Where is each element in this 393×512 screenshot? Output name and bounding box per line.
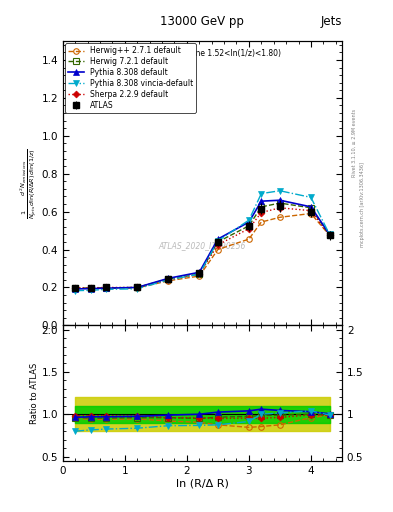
Pythia 8.308 default [197,269,202,275]
Pythia 8.308 vincia-default [166,277,171,283]
Pythia 8.308 vincia-default [104,286,108,292]
Herwig++ 2.7.1 default [135,285,140,291]
Herwig++ 2.7.1 default [104,285,108,291]
Herwig 7.2.1 default [246,223,251,229]
Herwig 7.2.1 default [88,285,93,291]
Herwig++ 2.7.1 default [259,219,264,225]
Herwig 7.2.1 default [215,239,220,245]
Y-axis label: Ratio to ATLAS: Ratio to ATLAS [29,362,39,424]
Pythia 8.308 default [259,198,264,204]
Sherpa 2.2.9 default [309,207,313,214]
Pythia 8.308 vincia-default [327,231,332,238]
Sherpa 2.2.9 default [277,205,282,211]
Pythia 8.308 vincia-default [135,286,140,292]
Herwig 7.2.1 default [135,284,140,290]
Pythia 8.308 default [135,284,140,290]
Pythia 8.308 vincia-default [215,238,220,244]
Sherpa 2.2.9 default [197,271,202,277]
Legend: Herwig++ 2.7.1 default, Herwig 7.2.1 default, Pythia 8.308 default, Pythia 8.308: Herwig++ 2.7.1 default, Herwig 7.2.1 def… [65,43,196,113]
Sherpa 2.2.9 default [215,242,220,248]
Herwig 7.2.1 default [104,285,108,291]
Herwig 7.2.1 default [259,204,264,210]
Pythia 8.308 vincia-default [197,271,202,277]
Pythia 8.308 default [166,275,171,282]
Text: mcplots.cern.ch [arXiv:1306.3436]: mcplots.cern.ch [arXiv:1306.3436] [360,162,365,247]
Pythia 8.308 vincia-default [73,288,78,294]
Pythia 8.308 vincia-default [88,287,93,293]
Line: Herwig++ 2.7.1 default: Herwig++ 2.7.1 default [72,211,332,291]
Herwig++ 2.7.1 default [327,232,332,239]
Line: Sherpa 2.2.9 default: Sherpa 2.2.9 default [73,205,332,290]
Pythia 8.308 vincia-default [246,217,251,223]
Pythia 8.308 vincia-default [277,188,282,194]
Text: Rivet 3.1.10, ≥ 2.9M events: Rivet 3.1.10, ≥ 2.9M events [352,109,357,178]
Herwig++ 2.7.1 default [246,236,251,242]
Sherpa 2.2.9 default [104,284,108,290]
Herwig 7.2.1 default [277,200,282,206]
Herwig 7.2.1 default [327,232,332,239]
Sherpa 2.2.9 default [246,226,251,232]
Pythia 8.308 default [104,285,108,291]
Text: ln(R/Δ R) (Lund plane 1.52<ln(1/z)<1.80): ln(R/Δ R) (Lund plane 1.52<ln(1/z)<1.80) [123,50,281,58]
Pythia 8.308 default [73,286,78,292]
Sherpa 2.2.9 default [73,285,78,291]
Pythia 8.308 default [277,197,282,203]
Herwig++ 2.7.1 default [166,278,171,284]
Text: 13000 GeV pp: 13000 GeV pp [160,15,244,28]
Line: Pythia 8.308 default: Pythia 8.308 default [72,197,332,292]
Y-axis label: $\frac{1}{N_{jets}}\frac{d^2 N_{emissions}}{d\ln(R/\Delta R)\,d\ln(1/z)}$: $\frac{1}{N_{jets}}\frac{d^2 N_{emission… [18,147,39,219]
Herwig 7.2.1 default [166,276,171,282]
Herwig++ 2.7.1 default [73,285,78,291]
Herwig++ 2.7.1 default [88,285,93,291]
Herwig 7.2.1 default [309,205,313,211]
Herwig++ 2.7.1 default [309,210,313,217]
Line: Pythia 8.308 vincia-default: Pythia 8.308 vincia-default [72,187,332,294]
Text: Jets: Jets [320,15,342,28]
Pythia 8.308 vincia-default [309,195,313,201]
Herwig++ 2.7.1 default [215,246,220,252]
Herwig++ 2.7.1 default [277,214,282,220]
Pythia 8.308 default [246,219,251,225]
Text: ATLAS_2020_I1790256: ATLAS_2020_I1790256 [159,241,246,250]
Sherpa 2.2.9 default [135,284,140,290]
Pythia 8.308 default [327,231,332,238]
Pythia 8.308 default [88,286,93,292]
Herwig 7.2.1 default [73,285,78,291]
Herwig++ 2.7.1 default [197,273,202,279]
Herwig 7.2.1 default [197,271,202,277]
Pythia 8.308 default [309,204,313,210]
X-axis label: ln (R/Δ R): ln (R/Δ R) [176,478,229,488]
Sherpa 2.2.9 default [166,277,171,283]
Line: Herwig 7.2.1 default: Herwig 7.2.1 default [72,200,332,291]
Pythia 8.308 vincia-default [259,190,264,197]
Sherpa 2.2.9 default [259,209,264,216]
Sherpa 2.2.9 default [327,232,332,239]
Pythia 8.308 default [215,236,220,242]
Sherpa 2.2.9 default [88,285,93,291]
